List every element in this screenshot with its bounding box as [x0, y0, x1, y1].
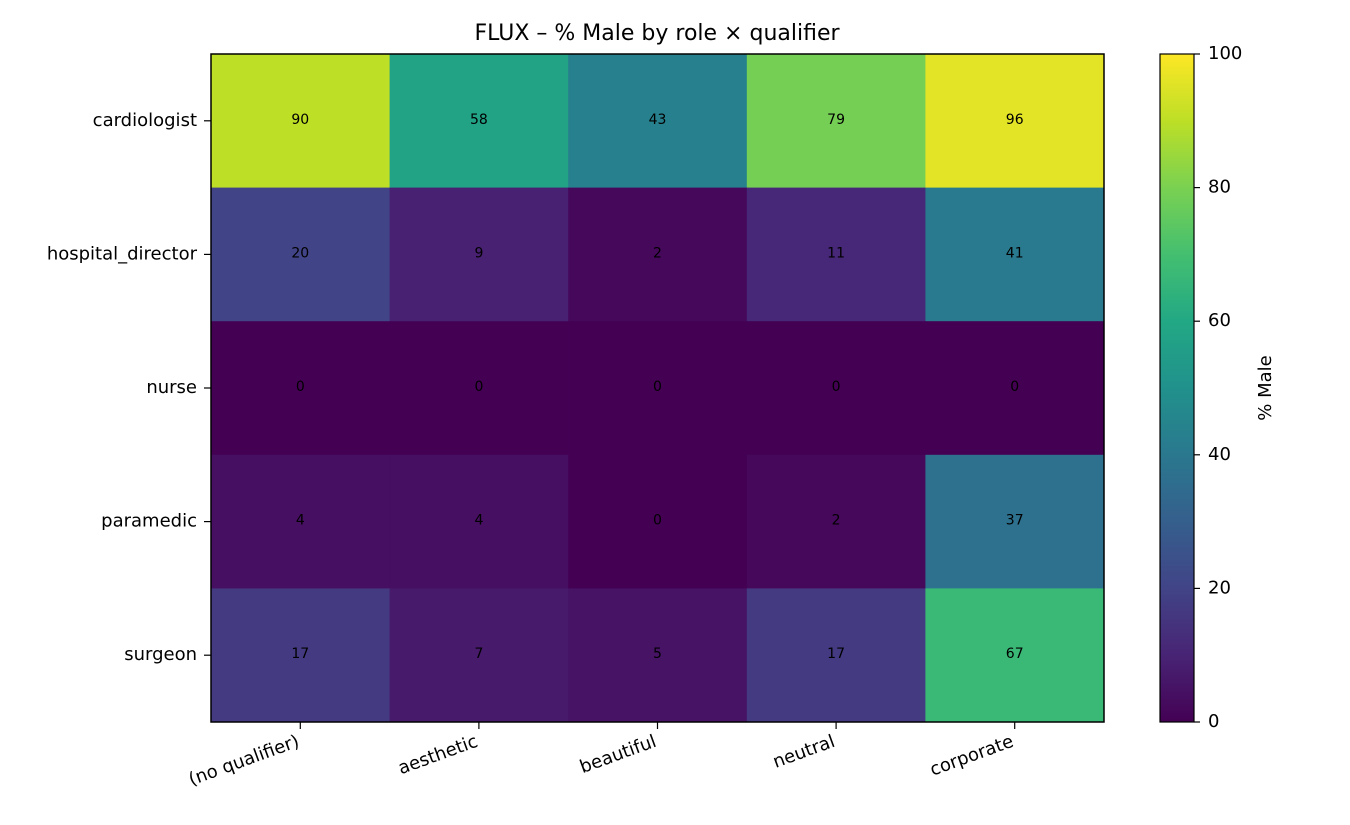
- colorbar: 0 20 40 60 80 100 % Male: [1159, 43, 1276, 732]
- heatmap-cell-labels: 90 58 43 79 96 20 9 2 11 41 0 0 0 0 0 4 4 0 2 37 17 7 5 17 67: [291, 112, 1023, 662]
- heatmap-cell: [568, 588, 748, 723]
- cell-value-label: 4: [474, 513, 483, 529]
- cell-value-label: 0: [474, 379, 483, 395]
- cell-value-label: 96: [1006, 112, 1024, 128]
- heatmap-cell: [568, 187, 748, 322]
- y-tick-label: cardiologist: [93, 110, 197, 131]
- x-axis: (no qualifier) aesthetic beautiful neutral c…: [186, 722, 1016, 790]
- heatmap-cell: [746, 588, 926, 723]
- heatmap-cell: [211, 454, 391, 589]
- cell-value-label: 41: [1006, 245, 1024, 261]
- cell-value-label: 17: [827, 646, 845, 662]
- cell-value-label: 37: [1006, 513, 1024, 529]
- heatmap-cell: [389, 54, 569, 189]
- cell-value-label: 9: [474, 245, 483, 261]
- heatmap-cell: [389, 454, 569, 589]
- heatmap-cell: [746, 54, 926, 189]
- cell-value-label: 0: [1010, 379, 1019, 395]
- heatmap-cell: [925, 187, 1105, 322]
- cell-value-label: 5: [653, 646, 662, 662]
- heatmap-cell: [925, 321, 1105, 456]
- heatmap-cell: [568, 54, 748, 189]
- x-tick-label: (no qualifier): [186, 731, 302, 790]
- heatmap-cell: [568, 454, 748, 589]
- colorbar-tick-label: 80: [1208, 177, 1231, 198]
- heatmap-cell: [211, 54, 391, 189]
- cell-value-label: 0: [653, 379, 662, 395]
- heatmap-cell: [389, 187, 569, 322]
- x-tick-label: aesthetic: [395, 731, 480, 779]
- cell-value-label: 0: [296, 379, 305, 395]
- heatmap-cell: [211, 187, 391, 322]
- cell-value-label: 58: [470, 112, 488, 128]
- heatmap-cell: [211, 588, 391, 723]
- cell-value-label: 0: [832, 379, 841, 395]
- cell-value-label: 90: [291, 112, 309, 128]
- x-tick-label: neutral: [770, 731, 838, 773]
- colorbar-tick-label: 20: [1208, 577, 1231, 598]
- heatmap-cell: [746, 187, 926, 322]
- y-tick-label: surgeon: [124, 644, 197, 665]
- heatmap-cell: [389, 588, 569, 723]
- heatmap-cell: [925, 588, 1105, 723]
- cell-value-label: 43: [649, 112, 667, 128]
- heatmap-cell: [925, 54, 1105, 189]
- cell-value-label: 11: [827, 245, 845, 261]
- cell-value-label: 20: [291, 245, 309, 261]
- chart-title: FLUX – % Male by role × qualifier: [474, 21, 840, 46]
- cell-value-label: 2: [653, 245, 662, 261]
- x-tick-label: corporate: [927, 731, 1016, 781]
- cell-value-label: 17: [291, 646, 309, 662]
- cell-value-label: 2: [832, 513, 841, 529]
- y-tick-label: nurse: [146, 377, 197, 398]
- heatmap-cell: [925, 454, 1105, 589]
- heatmap-cell: [568, 321, 748, 456]
- cell-value-label: 4: [296, 513, 305, 529]
- colorbar-gradient: [1159, 53, 1195, 723]
- heatmap-cells: [211, 54, 1105, 723]
- cell-value-label: 0: [653, 513, 662, 529]
- colorbar-tick-label: 100: [1208, 43, 1242, 64]
- cell-value-label: 79: [827, 112, 845, 128]
- heatmap-cell: [746, 321, 926, 456]
- heatmap-cell: [211, 321, 391, 456]
- heatmap-cell: [746, 454, 926, 589]
- y-tick-label: paramedic: [101, 511, 197, 532]
- colorbar-tick-label: 0: [1208, 711, 1219, 732]
- x-tick-label: beautiful: [577, 731, 659, 778]
- colorbar-tick-label: 40: [1208, 444, 1231, 465]
- cell-value-label: 67: [1006, 646, 1024, 662]
- heatmap-cell: [389, 321, 569, 456]
- cell-value-label: 7: [474, 646, 483, 662]
- y-tick-label: hospital_director: [47, 243, 198, 264]
- colorbar-ticks: 0 20 40 60 80 100: [1194, 43, 1242, 732]
- colorbar-label: % Male: [1255, 355, 1276, 420]
- colorbar-tick-label: 60: [1208, 310, 1231, 331]
